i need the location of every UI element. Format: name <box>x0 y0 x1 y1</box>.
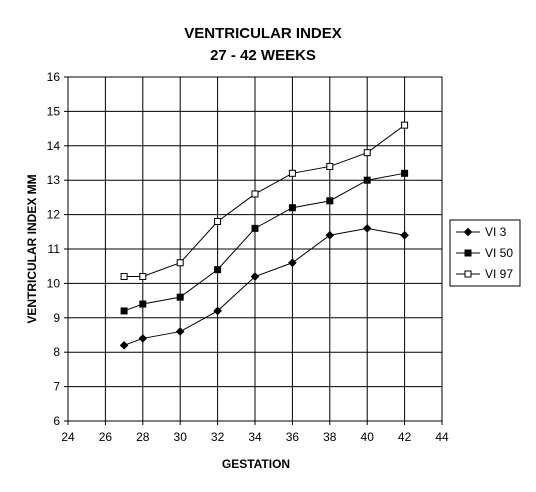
y-tick-label: 16 <box>47 70 61 84</box>
data-point-vi-50 <box>288 204 296 212</box>
data-point-vi-97 <box>401 121 409 129</box>
data-point-vi-3 <box>175 327 185 336</box>
grid <box>68 77 442 421</box>
x-tick-label: 34 <box>248 430 262 444</box>
data-point-vi-3 <box>400 230 409 240</box>
x-tick-label: 42 <box>398 430 412 444</box>
legend: VI 3 VI 50 VI 97 <box>449 219 521 287</box>
series-vi-3 <box>119 224 409 350</box>
series-vi-97 <box>120 121 409 281</box>
chart-title-line-2: 27 - 42 WEEKS <box>210 47 316 64</box>
x-tick-label: 38 <box>323 430 337 444</box>
data-point-vi-3 <box>138 334 148 343</box>
x-tick-label: 26 <box>99 430 113 444</box>
data-point-vi-50 <box>251 224 259 232</box>
data-point-vi-3 <box>213 306 222 316</box>
x-tick-label: 36 <box>286 430 300 444</box>
axis-ticks: 24 26 28 30 32 34 36 38 40 42 44 6 7 8 9 10 11 12 13 14 15 16 <box>47 70 449 444</box>
y-tick-label: 9 <box>53 311 60 325</box>
legend-box <box>449 219 521 287</box>
y-tick-label: 12 <box>47 208 61 222</box>
data-point-vi-3 <box>362 224 372 233</box>
y-axis-label: VENTRICULAR INDEX MM <box>25 174 39 323</box>
legend-label-vi-97: VI 97 <box>485 267 513 281</box>
legend-label-vi-50: VI 50 <box>485 246 513 260</box>
series-line-vi-3 <box>123 227 405 346</box>
y-tick-label: 7 <box>53 380 60 394</box>
data-point-vi-50 <box>401 169 409 177</box>
data-series <box>119 121 409 350</box>
data-point-vi-97 <box>251 190 259 198</box>
x-axis-label: GESTATION <box>222 457 290 471</box>
data-point-vi-3 <box>325 230 335 240</box>
data-point-vi-97 <box>363 149 371 157</box>
data-point-vi-97 <box>326 162 334 170</box>
y-tick-label: 13 <box>47 173 61 187</box>
x-tick-label: 30 <box>174 430 188 444</box>
data-point-vi-50 <box>363 176 371 184</box>
data-point-vi-97 <box>288 169 296 177</box>
y-tick-label: 11 <box>48 242 61 256</box>
data-point-vi-50 <box>326 197 334 205</box>
legend-item-vi-97: VI 97 <box>456 267 513 281</box>
x-tick-label: 28 <box>136 430 150 444</box>
y-tick-label: 6 <box>53 414 60 428</box>
x-tick-label: 40 <box>361 430 375 444</box>
data-point-vi-50 <box>214 266 222 274</box>
legend-label-vi-3: VI 3 <box>485 225 507 239</box>
data-point-vi-97 <box>120 273 128 281</box>
data-point-vi-3 <box>250 272 260 281</box>
data-point-vi-50 <box>139 300 147 308</box>
data-point-vi-50 <box>176 293 184 301</box>
data-point-vi-97 <box>214 217 222 225</box>
x-tick-label: 44 <box>435 430 449 444</box>
series-line-vi-97 <box>124 124 405 278</box>
legend-marker-vi-97 <box>464 270 472 278</box>
data-point-vi-97 <box>139 273 147 281</box>
x-tick-label: 32 <box>211 430 225 444</box>
y-tick-label: 10 <box>47 276 61 290</box>
y-tick-label: 14 <box>47 139 61 153</box>
x-tick-label: 24 <box>61 430 75 444</box>
data-point-vi-3 <box>119 341 129 350</box>
data-point-vi-3 <box>288 258 297 268</box>
series-line-vi-50 <box>123 172 405 312</box>
y-tick-label: 8 <box>53 345 60 359</box>
series-vi-50 <box>120 169 409 315</box>
data-point-vi-97 <box>176 259 184 267</box>
data-point-vi-50 <box>120 307 128 315</box>
legend-marker-vi-3 <box>463 227 473 237</box>
legend-marker-vi-50 <box>464 249 472 257</box>
legend-item-vi-50: VI 50 <box>456 246 513 260</box>
chart-title-line-1: VENTRICULAR INDEX <box>184 25 342 42</box>
legend-item-vi-3: VI 3 <box>456 225 507 239</box>
y-tick-label: 15 <box>47 104 61 118</box>
